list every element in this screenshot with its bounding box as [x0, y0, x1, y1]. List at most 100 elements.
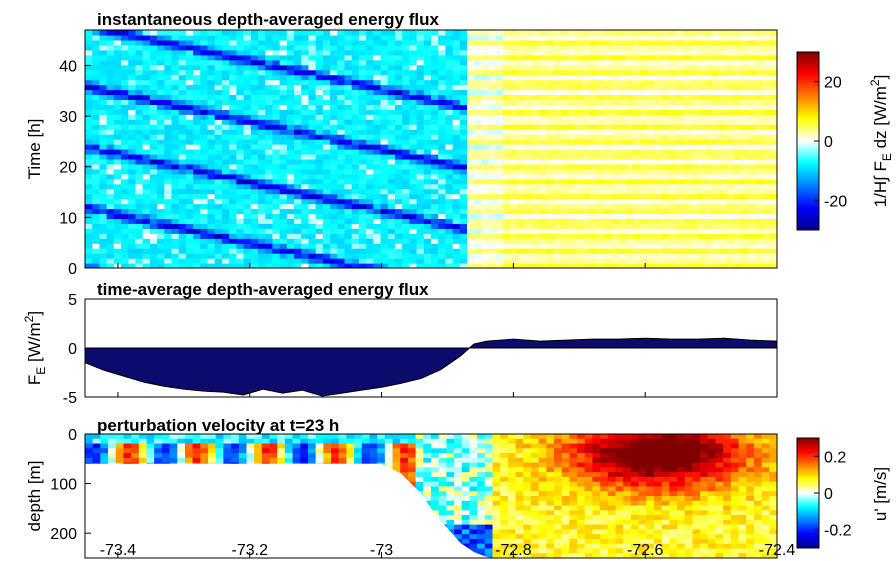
flux-cell — [358, 163, 367, 170]
flux-cell — [128, 54, 137, 61]
flux-cell — [748, 248, 756, 254]
flux-cell — [575, 188, 583, 195]
flux-cell — [423, 183, 432, 190]
flux-cell — [185, 64, 194, 71]
flux-cell — [121, 59, 129, 66]
flux-cell — [640, 124, 648, 130]
flux-cell — [704, 258, 713, 264]
flux-cell — [250, 34, 259, 41]
flux-cell — [740, 54, 749, 61]
flux-cell — [503, 64, 511, 71]
flux-cell — [575, 233, 583, 239]
flux-cell — [668, 243, 677, 249]
flux-cell — [575, 109, 583, 115]
flux-cell — [546, 213, 555, 220]
flux-cell — [474, 99, 483, 105]
flux-cell — [135, 223, 144, 229]
flux-cell — [733, 114, 742, 120]
flux-cell — [640, 258, 648, 264]
flux-cell — [467, 49, 475, 56]
flux-cell — [351, 208, 360, 215]
flux-cell — [243, 243, 252, 249]
flux-cell — [286, 173, 295, 180]
velocity-cell — [108, 453, 117, 459]
flux-cell — [171, 223, 180, 229]
flux-cell — [387, 54, 396, 61]
flux-cell — [423, 59, 432, 66]
flux-cell — [157, 153, 165, 160]
flux-cell — [99, 39, 108, 46]
flux-cell — [618, 104, 627, 110]
flux-cell — [308, 144, 317, 150]
flux-cell — [697, 163, 706, 170]
flux-cell — [279, 134, 288, 140]
flux-cell — [467, 79, 475, 86]
flux-cell — [221, 139, 230, 145]
flux-cell — [185, 158, 194, 165]
flux-cell — [272, 258, 281, 264]
flux-cell — [416, 158, 425, 165]
flux-cell — [308, 208, 317, 215]
flux-cell — [539, 158, 547, 165]
flux-cell — [704, 153, 713, 160]
flux-cell — [402, 74, 410, 81]
velocity-cell — [169, 434, 178, 440]
flux-cell — [416, 163, 425, 170]
flux-cell — [366, 243, 374, 249]
flux-cell — [128, 238, 137, 244]
flux-cell — [668, 228, 677, 234]
flux-cell — [113, 39, 122, 46]
flux-cell — [394, 124, 403, 130]
flux-cell — [236, 168, 245, 175]
flux-cell — [366, 49, 374, 56]
flux-cell — [366, 39, 374, 46]
flux-cell — [445, 114, 454, 120]
flux-cell — [423, 124, 432, 130]
flux-cell — [683, 203, 692, 210]
flux-cell — [661, 193, 670, 200]
flux-cell — [322, 94, 331, 101]
flux-cell — [452, 253, 461, 259]
flux-cell — [452, 84, 461, 91]
flux-cell — [265, 153, 274, 160]
flux-cell — [431, 173, 439, 180]
flux-cell — [250, 158, 259, 165]
flux-cell — [207, 238, 216, 244]
flux-cell — [697, 258, 706, 264]
flux-cell — [193, 193, 201, 200]
flux-cell — [625, 258, 634, 264]
flux-cell — [193, 54, 201, 61]
flux-cell — [207, 198, 216, 205]
flux-cell — [337, 69, 346, 76]
flux-cell — [99, 64, 108, 71]
flux-cell — [358, 153, 367, 160]
flux-cell — [128, 79, 137, 86]
velocity-cell — [177, 448, 186, 454]
flux-cell — [322, 218, 331, 224]
flux-cell — [315, 149, 324, 155]
flux-cell — [106, 258, 115, 264]
flux-cell — [503, 69, 511, 76]
flux-cell — [157, 248, 165, 254]
flux-cell — [171, 173, 180, 180]
flux-cell — [740, 193, 749, 200]
flux-cell — [531, 39, 540, 46]
flux-cell — [366, 30, 374, 36]
flux-cell — [366, 198, 374, 205]
flux-cell — [214, 163, 223, 170]
flux-cell — [149, 243, 158, 249]
flux-cell — [358, 263, 367, 268]
flux-cell — [604, 49, 612, 56]
flux-cell — [121, 129, 129, 135]
flux-cell — [640, 218, 648, 224]
flux-cell — [373, 178, 382, 185]
flux-cell — [193, 59, 201, 66]
y-ticks-2: -505 — [63, 292, 91, 407]
flux-cell — [452, 188, 461, 195]
flux-cell — [250, 253, 259, 259]
flux-cell — [128, 114, 137, 120]
flux-cell — [589, 119, 598, 125]
flux-cell — [704, 114, 713, 120]
flux-cell — [503, 263, 511, 268]
flux-cell — [351, 223, 360, 229]
